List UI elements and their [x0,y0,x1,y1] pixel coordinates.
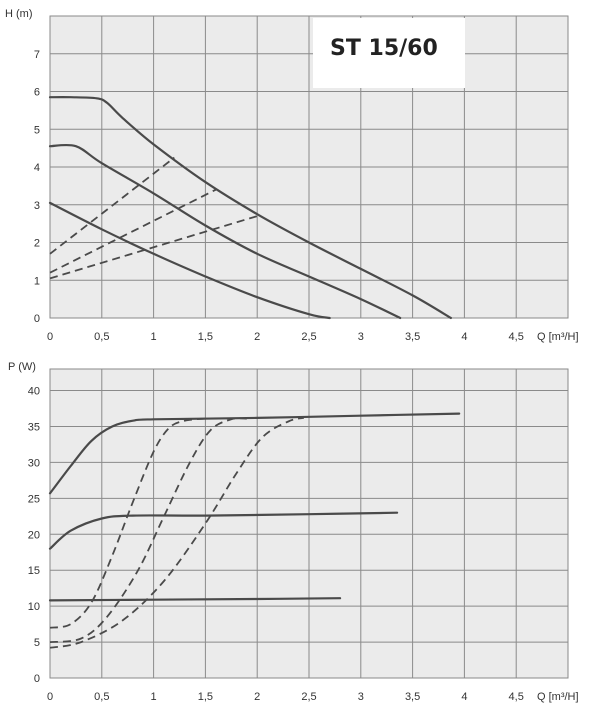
y-tick-label: 1 [34,275,40,287]
x-tick-label: 0,5 [94,331,109,343]
grid-lines [50,369,568,678]
y-tick-label: 5 [34,637,40,649]
series-line-solid [48,96,452,320]
y-tick-label: 35 [28,421,40,433]
x-tick-label: 2 [254,331,260,343]
x-tick-label: 3 [358,691,364,703]
x-tick-label: 0,5 [94,691,109,703]
x-tick-label: 3,5 [405,331,420,343]
head-chart: ST 15/60 0 0,5 1 1,5 2 2,5 3 3,5 4 4,5 0 1 2 3 4 5 6 7 H (m… [5,8,579,343]
y-tick-label: 4 [34,162,40,174]
y-tick-label: 7 [34,49,40,61]
series-line-solid [48,143,402,320]
x-tick-label: 0 [47,691,53,703]
x-tick-label: 2,5 [301,331,316,343]
y-tick-label: 0 [34,313,40,325]
series-line-dashed [49,188,217,274]
x-tick-label: 1,5 [198,331,213,343]
y-tick-label: 10 [28,601,40,613]
x-tick-label: 2,5 [301,691,316,703]
x-axis-title: Q [m³/H] [537,331,579,343]
power-chart: 0 0,5 1 1,5 2 2,5 3 3,5 4 4,5 0 5 10 15 20 25 30 35 40 P (W… [8,361,579,703]
x-tick-label: 1 [151,331,157,343]
y-tick-label: 40 [28,386,40,398]
x-axis-title: Q [m³/H] [537,691,579,703]
y-tick-label: 2 [34,238,40,250]
series-line-dashed [49,417,305,649]
y-tick-label: 15 [28,565,40,577]
series-line-solid [48,412,461,495]
title-box [313,18,465,88]
x-tick-label: 0 [47,331,53,343]
y-tick-label: 6 [34,87,40,99]
x-tick-label: 4 [461,331,467,343]
x-tick-label: 1,5 [198,691,213,703]
y-tick-label: 5 [34,124,40,136]
y-tick-label: 3 [34,200,40,212]
series-line-dashed [49,215,258,280]
series-line-dashed [49,156,175,255]
x-tick-label: 3 [358,331,364,343]
x-tick-label: 1 [151,691,157,703]
series-line-dashed [49,417,206,629]
series-line-solid [48,201,331,320]
chart-title: ST 15/60 [330,36,438,61]
y-tick-label: 25 [28,493,40,505]
x-tick-label: 4,5 [509,331,524,343]
series-group [48,412,461,649]
y-axis-title: H (m) [5,8,33,20]
series-group [48,96,452,320]
series-line-dashed [49,417,247,643]
series-line-solid [48,511,399,550]
y-axis-title: P (W) [8,361,36,373]
y-tick-label: 30 [28,457,40,469]
y-tick-label: 0 [34,673,40,685]
y-tick-label: 20 [28,529,40,541]
x-tick-label: 2 [254,691,260,703]
x-tick-label: 3,5 [405,691,420,703]
x-tick-label: 4,5 [509,691,524,703]
x-tick-label: 4 [461,691,467,703]
